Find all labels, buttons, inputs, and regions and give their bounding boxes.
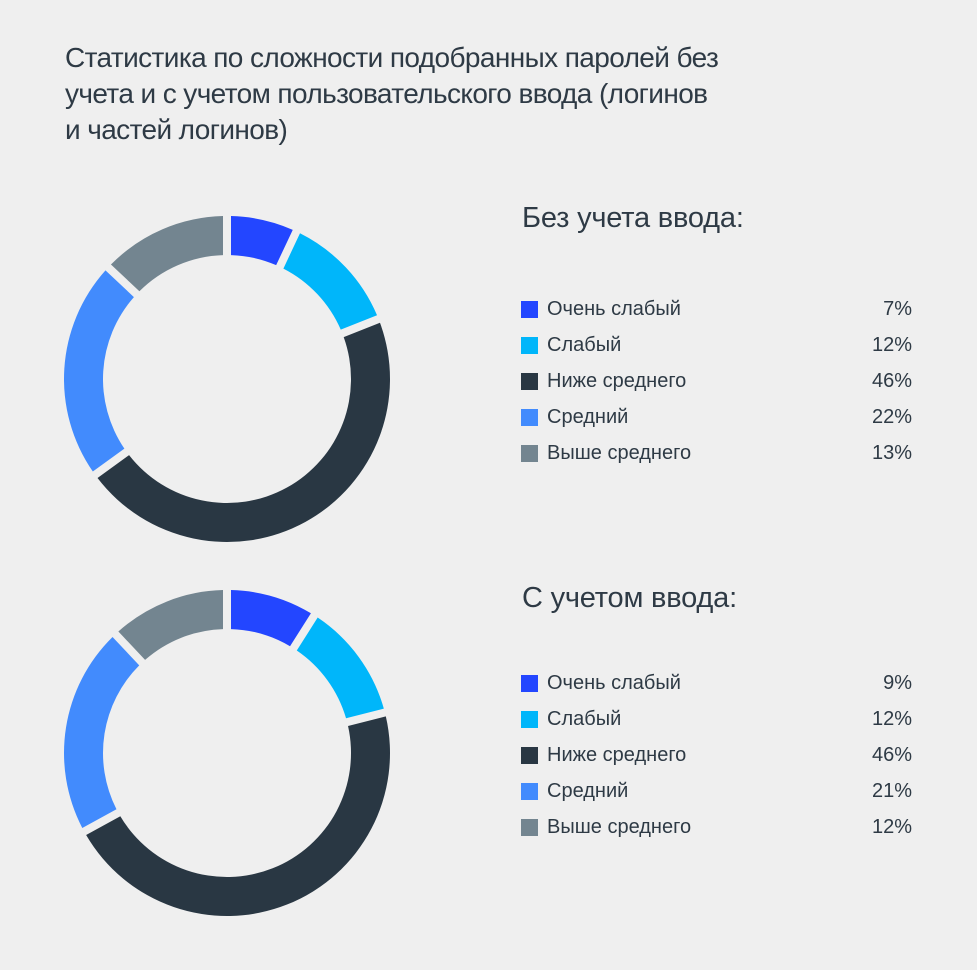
legend-label: Очень слабый xyxy=(547,671,681,694)
legend-value: 21% xyxy=(871,779,912,802)
donut-segment-weak xyxy=(283,233,378,330)
legend-label: Средний xyxy=(547,405,629,428)
legend-item: Выше среднего 13% xyxy=(521,435,912,471)
legend-item: Очень слабый 9% xyxy=(521,665,912,701)
donut-segment-above-average xyxy=(118,590,224,660)
donut-chart-without-input xyxy=(64,216,390,542)
legend-value: 7% xyxy=(883,297,912,320)
legend-label: Ниже среднего xyxy=(547,743,687,766)
swatch-very-weak xyxy=(521,300,538,318)
title-line-2: учета и с учетом пользовательского ввода… xyxy=(65,78,708,109)
legend-item: Ниже среднего 46% xyxy=(521,737,912,773)
legend-value: 12% xyxy=(871,707,912,730)
title-line-1: Статистика по сложности подобранных паро… xyxy=(65,42,719,73)
legend-item: Ниже среднего 46% xyxy=(521,363,912,399)
swatch-average xyxy=(521,408,538,426)
chart-title: Статистика по сложности подобранных паро… xyxy=(65,40,865,148)
legend-label: Выше среднего xyxy=(547,815,692,838)
legend-label: Слабый xyxy=(547,707,622,730)
donut-chart-with-input xyxy=(64,590,390,916)
legend-value: 13% xyxy=(871,441,912,464)
legend-value: 9% xyxy=(883,671,912,694)
swatch-below-average xyxy=(521,746,538,764)
donut-segment-very-weak xyxy=(230,216,293,266)
legend-item: Средний 22% xyxy=(521,399,912,435)
swatch-above-average xyxy=(521,444,538,462)
legend-label: Очень слабый xyxy=(547,297,681,320)
legend-item: Слабый 12% xyxy=(521,701,912,737)
legend-value: 46% xyxy=(871,743,912,766)
swatch-average xyxy=(521,782,538,800)
legend-value: 46% xyxy=(871,369,912,392)
legend-value: 22% xyxy=(871,405,912,428)
swatch-above-average xyxy=(521,818,538,836)
legend-label: Средний xyxy=(547,779,629,802)
legend-label: Выше среднего xyxy=(547,441,692,464)
section-title-without-input: Без учета ввода: xyxy=(522,202,744,234)
donut-segment-below-average xyxy=(97,322,390,542)
swatch-very-weak xyxy=(521,674,538,692)
donut-segment-very-weak xyxy=(230,590,311,647)
legend-item: Выше среднего 12% xyxy=(521,809,912,845)
legend-label: Слабый xyxy=(547,333,622,356)
legend-item: Средний 21% xyxy=(521,773,912,809)
donut-segment-average xyxy=(64,636,140,828)
section-title-with-input: С учетом ввода: xyxy=(522,582,737,614)
legend-value: 12% xyxy=(871,333,912,356)
legend-without-input: Очень слабый 7% Слабый 12% Ниже среднего… xyxy=(521,291,912,471)
donut-segment-weak xyxy=(296,617,384,719)
legend-value: 12% xyxy=(871,815,912,838)
donut-segment-above-average xyxy=(110,216,224,292)
swatch-below-average xyxy=(521,372,538,390)
donut-segment-average xyxy=(64,270,134,472)
title-line-3: и частей логинов) xyxy=(65,114,288,145)
legend-label: Ниже среднего xyxy=(547,369,687,392)
legend-item: Слабый 12% xyxy=(521,327,912,363)
legend-item: Очень слабый 7% xyxy=(521,291,912,327)
swatch-weak xyxy=(521,336,538,354)
legend-with-input: Очень слабый 9% Слабый 12% Ниже среднего… xyxy=(521,665,912,845)
swatch-weak xyxy=(521,710,538,728)
donut-segment-below-average xyxy=(86,716,390,916)
